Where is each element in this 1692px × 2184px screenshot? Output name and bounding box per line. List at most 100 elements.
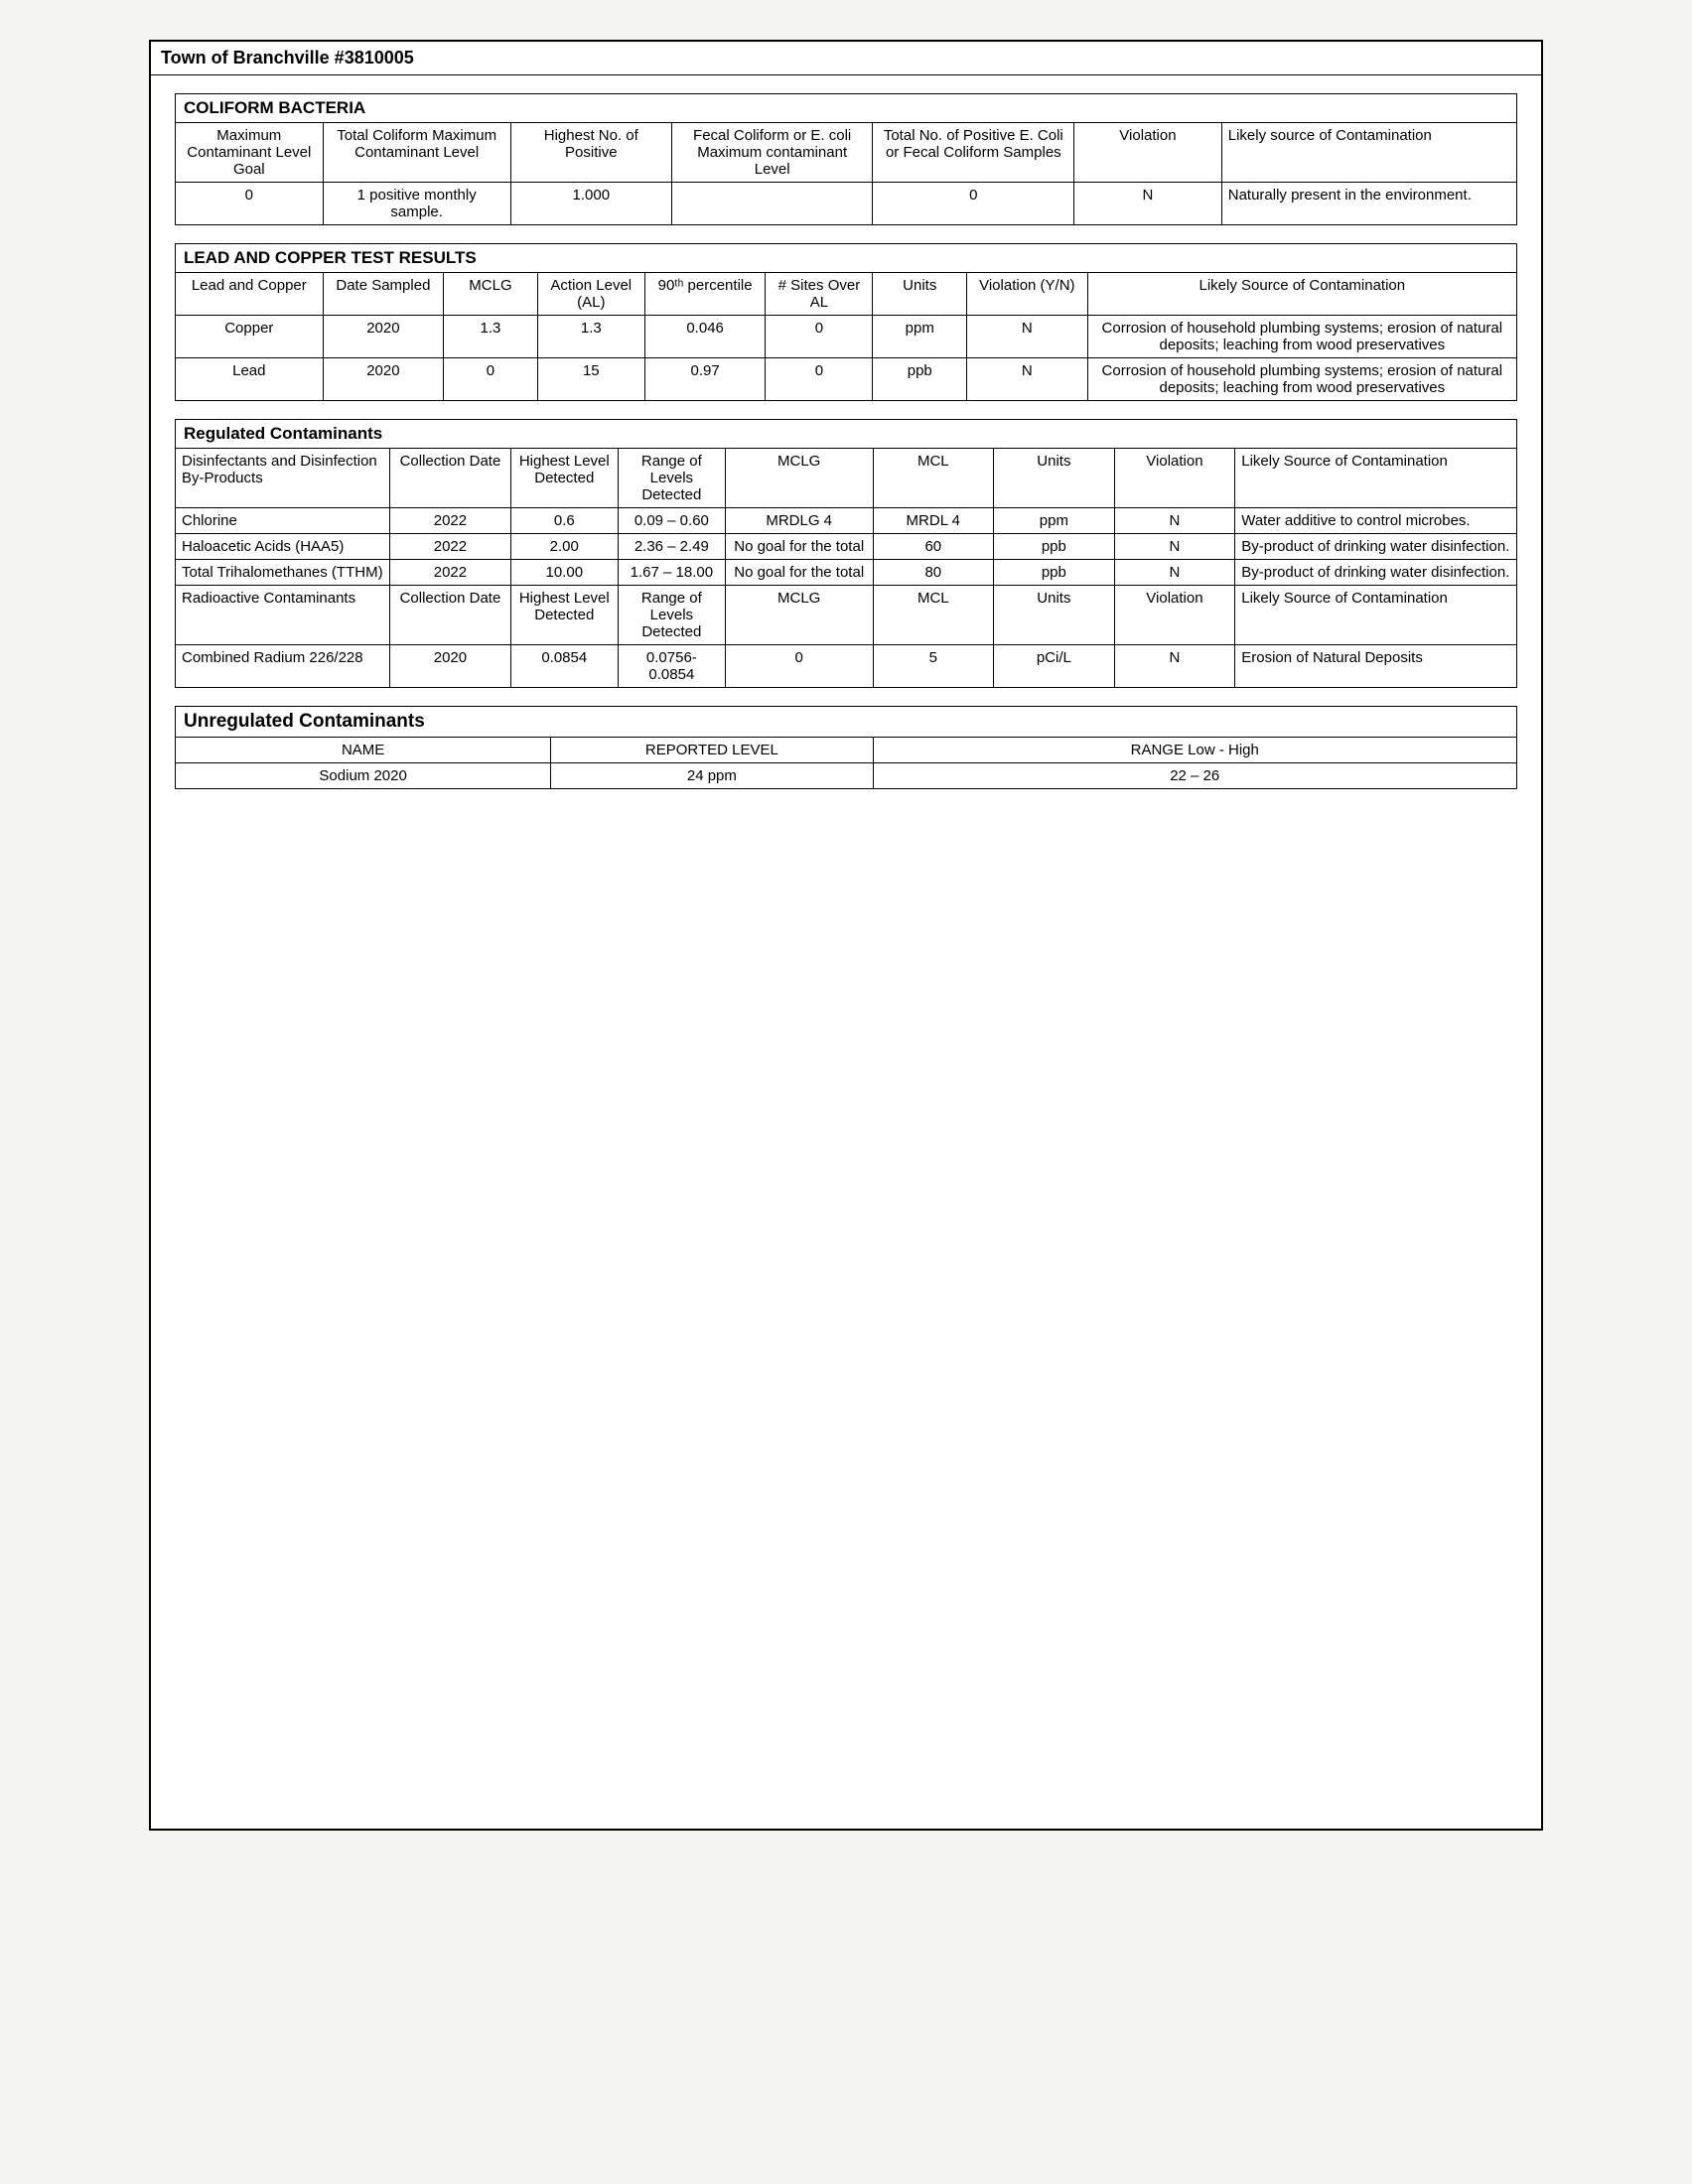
col-c5: N bbox=[1074, 183, 1222, 225]
reg-h4: MCLG bbox=[725, 449, 873, 508]
reg-h2-2: Highest Level Detected bbox=[510, 586, 618, 645]
report-page: Town of Branchville #3810005 COLIFORM BA… bbox=[149, 40, 1543, 1831]
reg-h2-6: Units bbox=[994, 586, 1115, 645]
reg-r2c5: 80 bbox=[873, 560, 994, 586]
reg-r2c8: By-product of drinking water disinfectio… bbox=[1235, 560, 1517, 586]
reg-h2-3: Range of Levels Detected bbox=[618, 586, 725, 645]
col-h6: Likely source of Contamination bbox=[1221, 123, 1516, 183]
col-h0: Maximum Contaminant Level Goal bbox=[176, 123, 324, 183]
col-h5: Violation bbox=[1074, 123, 1222, 183]
lc-h6: Units bbox=[873, 273, 967, 316]
reg-h7: Violation bbox=[1114, 449, 1235, 508]
reg-r1c5: 60 bbox=[873, 534, 994, 560]
reg2-r0c1: 2020 bbox=[390, 645, 511, 688]
reg-r0c2: 0.6 bbox=[510, 508, 618, 534]
lc-r0c3: 1.3 bbox=[537, 316, 644, 358]
lc-r1c5: 0 bbox=[766, 358, 873, 401]
unreg-name: Sodium 2020 bbox=[176, 763, 551, 789]
reg-r2c2: 10.00 bbox=[510, 560, 618, 586]
leadcopper-section: LEAD AND COPPER TEST RESULTS Lead and Co… bbox=[175, 243, 1517, 401]
lc-r0c5: 0 bbox=[766, 316, 873, 358]
reg-h2-4: MCLG bbox=[725, 586, 873, 645]
lc-r1c2: 0 bbox=[444, 358, 538, 401]
unreg-level: 24 ppm bbox=[551, 763, 873, 789]
lc-r0c6: ppm bbox=[873, 316, 967, 358]
lc-h7: Violation (Y/N) bbox=[967, 273, 1088, 316]
lc-h5: # Sites Over AL bbox=[766, 273, 873, 316]
reg-r0c0: Chlorine bbox=[176, 508, 390, 534]
reg2-r0c2: 0.0854 bbox=[510, 645, 618, 688]
reg-r0c8: Water additive to control microbes. bbox=[1235, 508, 1517, 534]
col-c1: 1 positive monthly sample. bbox=[323, 183, 510, 225]
leadcopper-table: LEAD AND COPPER TEST RESULTS Lead and Co… bbox=[175, 243, 1517, 401]
lc-h4: 90ᵗʰ percentile bbox=[644, 273, 766, 316]
reg-r1c8: By-product of drinking water disinfectio… bbox=[1235, 534, 1517, 560]
reg2-r0c8: Erosion of Natural Deposits bbox=[1235, 645, 1517, 688]
lc-r1c7: N bbox=[967, 358, 1088, 401]
col-c4: 0 bbox=[873, 183, 1074, 225]
reg-h8: Likely Source of Contamination bbox=[1235, 449, 1517, 508]
reg-r2c0: Total Trihalomethanes (TTHM) bbox=[176, 560, 390, 586]
coliform-table: COLIFORM BACTERIA Maximum Contaminant Le… bbox=[175, 93, 1517, 225]
lc-r0c1: 2020 bbox=[323, 316, 444, 358]
reg-h2: Highest Level Detected bbox=[510, 449, 618, 508]
lc-r0c0: Copper bbox=[176, 316, 324, 358]
reg-h2-1: Collection Date bbox=[390, 586, 511, 645]
reg-r0c1: 2022 bbox=[390, 508, 511, 534]
col-c0: 0 bbox=[176, 183, 324, 225]
lc-h8: Likely Source of Contamination bbox=[1087, 273, 1516, 316]
page-title: Town of Branchville #3810005 bbox=[151, 42, 1541, 75]
reg-h6: Units bbox=[994, 449, 1115, 508]
reg-r0c6: ppm bbox=[994, 508, 1115, 534]
reg-h2-0: Radioactive Contaminants bbox=[176, 586, 390, 645]
col-h1: Total Coliform Maximum Contaminant Level bbox=[323, 123, 510, 183]
coliform-section: COLIFORM BACTERIA Maximum Contaminant Le… bbox=[175, 93, 1517, 225]
reg-h5: MCL bbox=[873, 449, 994, 508]
reg-r1c1: 2022 bbox=[390, 534, 511, 560]
unreg-h2: RANGE Low - High bbox=[873, 738, 1517, 763]
unreg-h0: NAME bbox=[176, 738, 551, 763]
reg-r2c7: N bbox=[1114, 560, 1235, 586]
col-c3 bbox=[671, 183, 873, 225]
reg-r0c7: N bbox=[1114, 508, 1235, 534]
coliform-heading: COLIFORM BACTERIA bbox=[176, 94, 1517, 123]
reg-h0: Disinfectants and Disinfection By-Produc… bbox=[176, 449, 390, 508]
reg-r2c1: 2022 bbox=[390, 560, 511, 586]
reg-r1c4: No goal for the total bbox=[725, 534, 873, 560]
reg-r1c0: Haloacetic Acids (HAA5) bbox=[176, 534, 390, 560]
reg2-r0c5: 5 bbox=[873, 645, 994, 688]
lc-r1c1: 2020 bbox=[323, 358, 444, 401]
reg-heading: Regulated Contaminants bbox=[176, 420, 1517, 449]
reg-r2c3: 1.67 – 18.00 bbox=[618, 560, 725, 586]
reg-h3: Range of Levels Detected bbox=[618, 449, 725, 508]
reg-h2-5: MCL bbox=[873, 586, 994, 645]
unregulated-table: Unregulated Contaminants NAME REPORTED L… bbox=[175, 706, 1517, 789]
lc-r1c4: 0.97 bbox=[644, 358, 766, 401]
lc-h2: MCLG bbox=[444, 273, 538, 316]
lc-r1c6: ppb bbox=[873, 358, 967, 401]
reg2-r0c6: pCi/L bbox=[994, 645, 1115, 688]
col-h4: Total No. of Positive E. Coli or Fecal C… bbox=[873, 123, 1074, 183]
lc-h1: Date Sampled bbox=[323, 273, 444, 316]
reg-r0c4: MRDLG 4 bbox=[725, 508, 873, 534]
lc-r0c4: 0.046 bbox=[644, 316, 766, 358]
lc-heading: LEAD AND COPPER TEST RESULTS bbox=[176, 244, 1517, 273]
lc-h0: Lead and Copper bbox=[176, 273, 324, 316]
unreg-heading: Unregulated Contaminants bbox=[176, 707, 1517, 738]
col-h2: Highest No. of Positive bbox=[510, 123, 671, 183]
col-c2: 1.000 bbox=[510, 183, 671, 225]
reg-r0c5: MRDL 4 bbox=[873, 508, 994, 534]
lc-r0c8: Corrosion of household plumbing systems;… bbox=[1087, 316, 1516, 358]
reg2-r0c3: 0.0756-0.0854 bbox=[618, 645, 725, 688]
col-h3: Fecal Coliform or E. coli Maximum contam… bbox=[671, 123, 873, 183]
reg-r0c3: 0.09 – 0.60 bbox=[618, 508, 725, 534]
unreg-h1: REPORTED LEVEL bbox=[551, 738, 873, 763]
reg-r2c6: ppb bbox=[994, 560, 1115, 586]
lc-r1c0: Lead bbox=[176, 358, 324, 401]
unregulated-section: Unregulated Contaminants NAME REPORTED L… bbox=[175, 706, 1517, 789]
col-c6: Naturally present in the environment. bbox=[1221, 183, 1516, 225]
reg2-r0c4: 0 bbox=[725, 645, 873, 688]
lc-r0c7: N bbox=[967, 316, 1088, 358]
reg-r1c2: 2.00 bbox=[510, 534, 618, 560]
lc-r0c2: 1.3 bbox=[444, 316, 538, 358]
